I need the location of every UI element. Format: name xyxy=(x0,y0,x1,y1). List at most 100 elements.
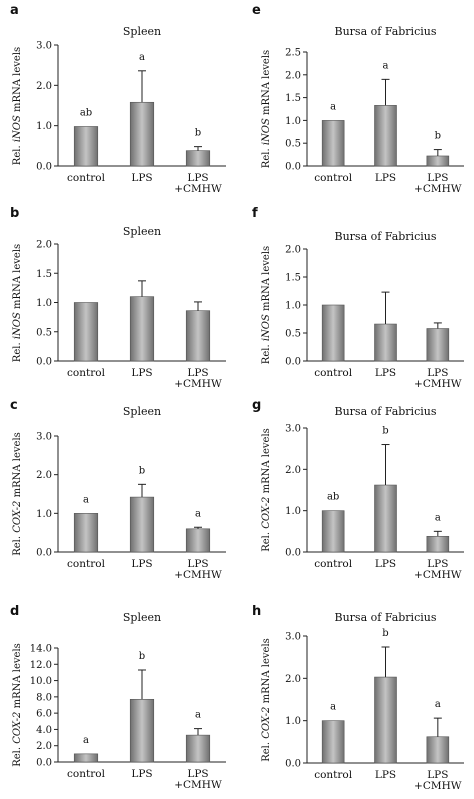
y-axis-label-part: Rel. xyxy=(12,744,23,767)
y-tick-label: 1.0 xyxy=(36,298,52,309)
y-tick-label: 1.0 xyxy=(285,506,301,517)
significance-label: ab xyxy=(80,107,92,118)
x-tick-label: LPS xyxy=(375,769,396,781)
significance-label: ab xyxy=(327,492,339,503)
y-axis-label-part: mRNA levels xyxy=(12,47,23,115)
y-axis-label-part: Rel. xyxy=(12,142,23,165)
x-tick-label: LPS xyxy=(131,558,152,570)
x-tick-label: control xyxy=(314,769,353,781)
chart-title: Spleen xyxy=(123,25,161,38)
y-tick-label: 0.0 xyxy=(285,357,301,368)
x-tick-label: +CMHW xyxy=(174,378,222,390)
chart-panel-a: a Spleen Rel. iNOS mRNA levels 0.0 1.0 2.0 3.0… xyxy=(10,3,226,195)
bar xyxy=(426,736,450,764)
chart-title: Bursa of Fabricius xyxy=(335,230,437,243)
y-axis-label-part: COX-2 xyxy=(261,497,272,529)
panel-letter: a xyxy=(10,3,19,18)
bar xyxy=(321,304,345,362)
chart-title: Bursa of Fabricius xyxy=(335,405,437,418)
y-tick-label: 1.0 xyxy=(285,116,301,127)
significance-label: a xyxy=(139,52,145,63)
y-tick-label: 1.5 xyxy=(285,273,301,284)
bar xyxy=(374,323,397,362)
y-axis-label-part: iNOS xyxy=(12,115,23,142)
x-tick-label: LPS xyxy=(131,768,152,780)
chart-panel-h: h Bursa of Fabricius Rel. COX-2 mRNA level… xyxy=(252,604,464,792)
y-tick-label: 1.5 xyxy=(36,269,52,280)
y-tick-label: 2.5 xyxy=(285,48,301,59)
panel-letter: d xyxy=(10,604,19,619)
y-tick-label: 3.0 xyxy=(36,41,52,52)
y-axis-label: Rel. COX-2 mRNA levels xyxy=(12,643,23,767)
bar xyxy=(374,676,397,764)
chart-title: Spleen xyxy=(123,611,161,624)
y-tick-label: 3.0 xyxy=(285,424,301,435)
y-tick-label: 2.0 xyxy=(36,240,52,251)
y-axis-label-part: Rel. xyxy=(261,529,272,552)
x-tick-label: LPS xyxy=(375,558,396,570)
significance-label: a xyxy=(83,494,89,505)
significance-label: a xyxy=(435,512,441,523)
y-axis-label: Rel. iNOS mRNA levels xyxy=(261,50,272,168)
significance-label: a xyxy=(383,60,389,71)
y-tick-label: 0.0 xyxy=(285,759,301,770)
significance-label: a xyxy=(435,699,441,710)
y-axis-label-part: iNOS xyxy=(261,314,272,341)
y-tick-label: 1.5 xyxy=(285,93,301,104)
x-tick-label: +CMHW xyxy=(414,378,462,390)
x-tick-label: control xyxy=(314,367,353,379)
bar xyxy=(426,328,450,362)
y-axis-label: Rel. COX-2 mRNA levels xyxy=(261,428,272,552)
bar xyxy=(73,513,99,553)
y-tick-label: 8.0 xyxy=(36,692,52,703)
x-tick-label: LPS xyxy=(187,172,208,184)
chart-title: Bursa of Fabricius xyxy=(335,25,437,38)
y-tick-label: 0.0 xyxy=(36,357,52,368)
chart-title: Spleen xyxy=(123,405,161,418)
y-tick-label: 4.0 xyxy=(36,725,52,736)
bar xyxy=(374,105,397,167)
y-tick-label: 0.0 xyxy=(36,548,52,559)
y-tick-label: 0.0 xyxy=(285,548,301,559)
y-tick-label: 2.0 xyxy=(36,470,52,481)
significance-label: a xyxy=(330,101,336,112)
x-tick-label: LPS xyxy=(427,558,448,570)
y-tick-label: 0.5 xyxy=(36,327,52,338)
y-tick-label: 1.0 xyxy=(285,301,301,312)
bar xyxy=(185,528,211,553)
x-tick-label: LPS xyxy=(427,769,448,781)
y-axis-label-part: Rel. xyxy=(261,341,272,364)
bar xyxy=(129,296,155,362)
panel-letter: h xyxy=(252,604,261,619)
x-tick-label: control xyxy=(67,768,106,780)
x-tick-label: +CMHW xyxy=(174,183,222,195)
y-tick-label: 14.0 xyxy=(30,644,52,655)
y-tick-label: 6.0 xyxy=(36,709,52,720)
x-tick-label: LPS xyxy=(187,367,208,379)
significance-label: b xyxy=(139,465,145,476)
significance-label: b xyxy=(382,628,388,639)
y-axis-label-part: mRNA levels xyxy=(12,432,23,500)
panel-letter: e xyxy=(252,3,261,18)
x-tick-label: LPS xyxy=(427,367,448,379)
significance-label: b xyxy=(195,128,201,139)
y-tick-label: 0.0 xyxy=(285,162,301,173)
x-tick-label: +CMHW xyxy=(414,780,462,792)
y-axis-label-part: mRNA levels xyxy=(261,638,272,706)
bar xyxy=(129,698,155,763)
bar xyxy=(426,535,450,553)
bar xyxy=(73,126,99,167)
x-tick-label: control xyxy=(314,172,353,184)
y-tick-label: 1.0 xyxy=(285,716,301,727)
y-tick-label: 1.0 xyxy=(36,121,52,132)
panel-letter: b xyxy=(10,206,19,221)
y-tick-label: 1.0 xyxy=(36,509,52,520)
chart-title: Spleen xyxy=(123,225,161,238)
significance-label: b xyxy=(382,426,388,437)
chart-panel-c: c Spleen Rel. COX-2 mRNA levels 0.0 1.0 2.0 3.… xyxy=(10,398,226,581)
y-axis-label-part: COX-2 xyxy=(12,712,23,744)
significance-label: b xyxy=(139,651,145,662)
y-tick-label: 0.0 xyxy=(36,758,52,769)
y-axis-label-part: Rel. xyxy=(261,145,272,168)
bar xyxy=(185,150,211,167)
